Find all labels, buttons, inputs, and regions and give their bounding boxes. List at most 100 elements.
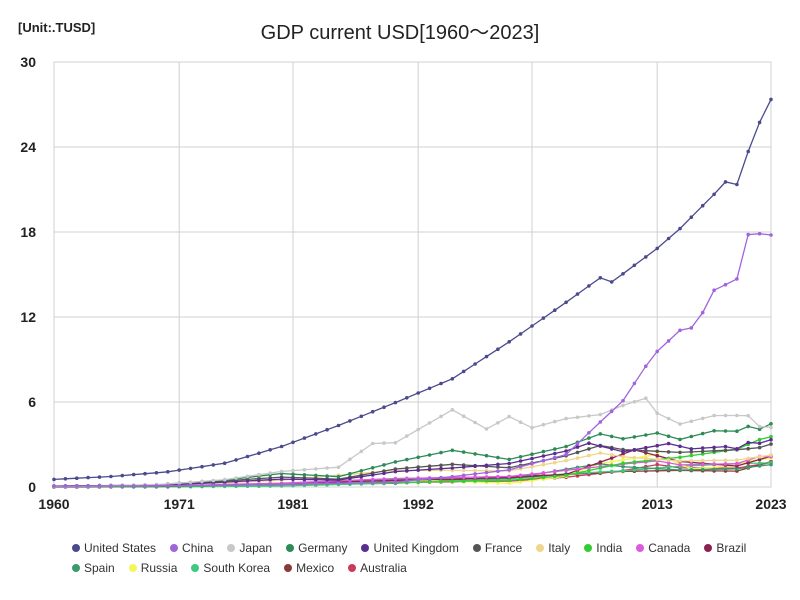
data-point [336, 465, 341, 470]
data-point [700, 446, 705, 450]
x-tick-label: 2013 [642, 496, 673, 512]
data-point [530, 426, 534, 430]
data-point [450, 462, 455, 467]
data-point [416, 391, 421, 395]
data-point [382, 471, 386, 476]
data-point [689, 419, 694, 424]
x-tick-label: 2023 [755, 496, 786, 512]
data-point [131, 484, 136, 488]
data-point [530, 465, 534, 469]
data-point [735, 467, 739, 471]
data-point [496, 347, 500, 352]
data-point [302, 473, 307, 477]
data-point [541, 471, 546, 475]
series-germany [166, 422, 773, 486]
data-point [154, 484, 159, 488]
data-point [655, 466, 659, 471]
data-point [154, 471, 159, 475]
data-point [257, 472, 261, 477]
data-point [769, 425, 773, 430]
data-point [746, 461, 750, 465]
legend-label: Canada [648, 541, 691, 555]
data-point [609, 434, 614, 439]
data-point [655, 462, 659, 467]
legend-label: Spain [84, 561, 115, 575]
data-point [587, 441, 591, 446]
data-point [769, 462, 773, 467]
x-tick-label: 1981 [277, 496, 308, 512]
data-point [177, 468, 181, 472]
data-point [757, 231, 762, 236]
data-point [757, 441, 762, 446]
data-point [609, 280, 614, 284]
data-point [518, 477, 523, 482]
data-point [484, 354, 489, 359]
data-point [712, 429, 716, 433]
data-point [609, 447, 614, 451]
data-point [678, 444, 682, 449]
legend-label: China [182, 541, 214, 555]
data-point [177, 481, 181, 485]
data-point [325, 466, 329, 470]
data-point [632, 460, 637, 464]
data-point [473, 472, 477, 476]
data-point [769, 437, 773, 442]
data-point [609, 409, 614, 414]
data-point [200, 464, 204, 469]
data-point [75, 484, 79, 488]
data-point [439, 463, 443, 468]
data-point [757, 120, 762, 125]
data-point [575, 441, 580, 446]
legend-label: India [596, 541, 623, 555]
data-point [200, 483, 204, 488]
x-tick-label: 1960 [38, 496, 69, 512]
data-point [143, 471, 147, 476]
data-point [496, 478, 500, 483]
data-point [496, 465, 500, 469]
legend-marker [128, 564, 137, 572]
data-point [644, 466, 648, 470]
data-point [291, 472, 295, 477]
data-point [314, 432, 318, 436]
data-point [302, 436, 307, 440]
data-point [461, 479, 466, 484]
data-point [461, 414, 466, 419]
data-point [359, 478, 364, 482]
data-point [666, 441, 671, 446]
data-point [416, 465, 421, 469]
data-point [644, 255, 648, 259]
legend-marker [284, 564, 293, 572]
data-point [416, 478, 421, 482]
data-point [370, 480, 375, 485]
legend-item: South Korea [191, 561, 270, 575]
data-point [370, 409, 375, 414]
data-point [689, 450, 694, 454]
data-point [507, 468, 512, 472]
data-point [370, 477, 375, 482]
data-point [382, 477, 386, 481]
data-point [496, 462, 500, 467]
data-point [257, 482, 261, 487]
data-point [336, 481, 341, 485]
legend-marker [286, 544, 295, 552]
data-point [518, 465, 523, 469]
data-point [757, 445, 762, 450]
data-point [496, 469, 500, 474]
data-point [587, 414, 591, 418]
data-point [405, 466, 409, 470]
legend-label: Australia [360, 561, 407, 575]
data-point [234, 458, 238, 462]
data-point [689, 462, 694, 467]
data-point [621, 272, 625, 276]
data-point [63, 484, 68, 488]
data-point [575, 415, 580, 420]
data-point [564, 449, 568, 453]
legend-item: Brazil [704, 541, 746, 555]
data-point [177, 483, 181, 488]
series-lines [52, 97, 773, 489]
data-point [257, 451, 261, 456]
legend-label: South Korea [203, 561, 271, 575]
data-point [439, 381, 443, 386]
legend-label: Germany [298, 541, 348, 555]
data-point [609, 469, 614, 474]
